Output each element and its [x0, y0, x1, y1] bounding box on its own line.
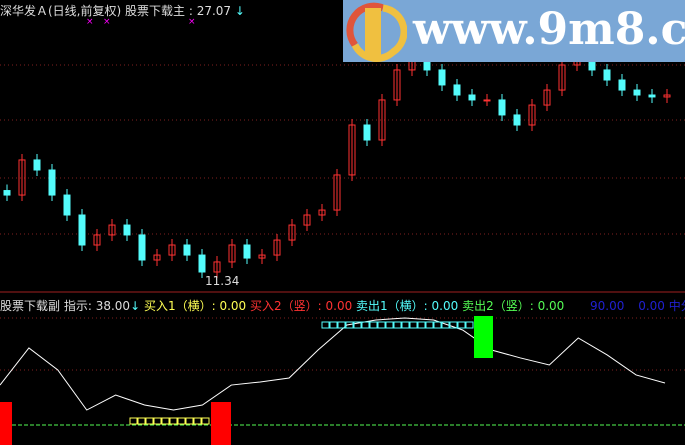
- buy2-bar: [211, 402, 231, 445]
- marker-x: ×: [188, 17, 196, 27]
- candle: [243, 244, 251, 259]
- candle: [363, 124, 371, 141]
- level-0: 0.00: [638, 299, 665, 313]
- main-header: 深华发Ａ(日线,前复权) 股票下载主 : 27.07 ↓: [0, 2, 245, 19]
- sell1-box: [337, 321, 346, 329]
- candle: [168, 244, 176, 256]
- sell1-box: [433, 321, 442, 329]
- sub-indicator-value: 指示: 38.00: [63, 299, 131, 313]
- sell1-box: [377, 321, 386, 329]
- buy1-value: 买入1（横）: 0.00: [143, 299, 247, 313]
- down-arrow-icon: ↓: [130, 299, 141, 313]
- candle: [528, 104, 536, 126]
- candle: [333, 174, 341, 211]
- sell2-value: 卖出2（竖）: 0.00: [462, 299, 565, 313]
- candle: [618, 79, 626, 91]
- candle: [468, 94, 476, 101]
- candle: [513, 114, 521, 126]
- buy1-box: [145, 417, 154, 425]
- candle: [93, 234, 101, 246]
- buy1-box: [161, 417, 170, 425]
- sell1-box: [449, 321, 458, 329]
- candle: [63, 194, 71, 216]
- level-90: 90.00: [590, 299, 625, 313]
- sell1-box: [465, 321, 474, 329]
- main-indicator-value: : 27.07: [188, 4, 232, 18]
- buy1-box: [169, 417, 178, 425]
- mid-line-label: 中分线: [668, 299, 685, 313]
- candle: [378, 99, 386, 141]
- sell1-box: [361, 321, 370, 329]
- sell1-box: [417, 321, 426, 329]
- marker-x: ×: [86, 17, 94, 27]
- candle: [198, 254, 206, 273]
- candle: [393, 69, 401, 101]
- watermark-text: www.9m8.cn: [413, 4, 685, 55]
- sell1-box: [353, 321, 362, 329]
- candle: [78, 214, 86, 246]
- sell1-box: [457, 321, 466, 329]
- sub-header-blue: 90.00 0.00 中分线: [590, 297, 685, 314]
- candle: [273, 239, 281, 256]
- main-indicator-name: 股票下载主: [125, 4, 186, 18]
- candle: [633, 89, 641, 96]
- candle: [3, 190, 11, 196]
- buy1-box: [177, 417, 186, 425]
- candle: [183, 244, 191, 256]
- sell1-box: [409, 321, 418, 329]
- buy1-box: [153, 417, 162, 425]
- buy1-box: [193, 417, 202, 425]
- marker-x: ×: [103, 17, 111, 27]
- sell2-bar: [474, 316, 493, 358]
- candle: [108, 224, 116, 236]
- buy2-value: 买入2（竖）: 0.00: [250, 299, 353, 313]
- candle: [558, 64, 566, 91]
- buy1-box: [137, 417, 146, 425]
- buy2-bar: [0, 402, 12, 445]
- candle: [48, 169, 56, 196]
- sell1-box: [321, 321, 330, 329]
- candle: [138, 234, 146, 261]
- sell1-box: [345, 321, 354, 329]
- candle: [648, 94, 656, 98]
- buy1-box: [201, 417, 210, 425]
- sell1-value: 卖出1（横）: 0.00: [356, 299, 459, 313]
- candle: [438, 69, 446, 86]
- indicator-line: [0, 317, 666, 411]
- sell1-box: [369, 321, 378, 329]
- sell1-box: [393, 321, 402, 329]
- candle: [603, 69, 611, 81]
- candle: [348, 124, 356, 176]
- candle: [258, 254, 266, 259]
- sub-indicator-name: 股票下载副: [0, 299, 61, 313]
- candle: [18, 159, 26, 196]
- candle: [663, 94, 671, 98]
- candle: [153, 254, 161, 261]
- watermark-logo: www.9m8.cn: [343, 0, 685, 62]
- sell1-box: [441, 321, 450, 329]
- buy1-box: [185, 417, 194, 425]
- sell1-box: [329, 321, 338, 329]
- candle: [453, 84, 461, 96]
- sell1-box: [401, 321, 410, 329]
- low-price-label: 11.34: [205, 274, 240, 288]
- stock-title: 深华发Ａ(日线,前复权): [0, 4, 122, 18]
- candle: [303, 214, 311, 226]
- down-arrow-icon: ↓: [234, 4, 245, 18]
- candle: [213, 261, 221, 273]
- candle: [123, 224, 131, 236]
- buy1-box: [129, 417, 138, 425]
- candle: [498, 99, 506, 116]
- candle: [228, 244, 236, 263]
- candle: [288, 224, 296, 241]
- candle: [483, 99, 491, 102]
- sell1-box: [425, 321, 434, 329]
- candle: [318, 209, 326, 216]
- candle: [543, 89, 551, 106]
- sub-header: 股票下载副 指示: 38.00↓ 买入1（横）: 0.00 买入2（竖）: 0.…: [0, 297, 564, 314]
- sell1-box: [385, 321, 394, 329]
- candle: [33, 159, 41, 171]
